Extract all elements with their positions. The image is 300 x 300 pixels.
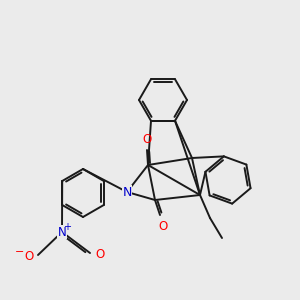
Text: O: O	[95, 248, 105, 261]
Text: N: N	[58, 226, 66, 238]
Text: O: O	[158, 220, 168, 233]
Text: O: O	[24, 250, 34, 263]
Text: N: N	[122, 185, 132, 199]
Text: O: O	[142, 134, 152, 146]
Text: +: +	[63, 222, 71, 232]
Text: −: −	[15, 247, 24, 257]
